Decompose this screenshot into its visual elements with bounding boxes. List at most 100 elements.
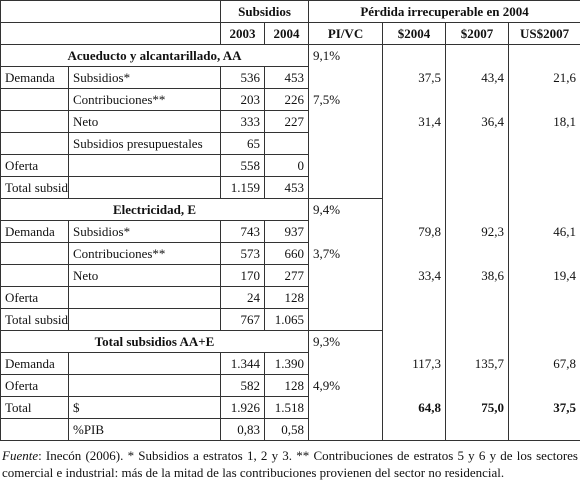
cell: Subsidios* bbox=[69, 221, 221, 243]
cell: Neto bbox=[69, 265, 221, 287]
cell bbox=[1, 419, 69, 441]
cell: Oferta bbox=[1, 287, 69, 309]
cell bbox=[446, 45, 509, 67]
cell: 38,6 bbox=[446, 265, 509, 287]
cell: 573 bbox=[221, 243, 265, 265]
cell bbox=[309, 221, 383, 243]
cell bbox=[69, 287, 221, 309]
cell bbox=[1, 89, 69, 111]
cell bbox=[383, 199, 446, 221]
cell bbox=[69, 353, 221, 375]
header-blank bbox=[1, 1, 221, 23]
cell bbox=[509, 133, 580, 155]
section-title: Acueducto y alcantarillado, AA bbox=[1, 45, 309, 67]
cell bbox=[69, 309, 221, 331]
cell: 31,4 bbox=[383, 111, 446, 133]
cell: 1.390 bbox=[265, 353, 309, 375]
cell: 37,5 bbox=[383, 67, 446, 89]
cell bbox=[383, 45, 446, 67]
section-title: Electricidad, E bbox=[1, 199, 309, 221]
header-cell: US$2007 bbox=[509, 23, 580, 45]
cell bbox=[509, 45, 580, 67]
cell bbox=[509, 331, 580, 353]
cell bbox=[509, 89, 580, 111]
cell: 43,4 bbox=[446, 67, 509, 89]
cell bbox=[69, 155, 221, 177]
cell: 37,5 bbox=[509, 397, 580, 419]
cell: 1.065 bbox=[265, 309, 309, 331]
cell: Total subsidios E bbox=[1, 309, 69, 331]
cell bbox=[383, 133, 446, 155]
cell: 18,1 bbox=[509, 111, 580, 133]
cell: 19,4 bbox=[509, 265, 580, 287]
cell: 65 bbox=[221, 133, 265, 155]
cell: Neto bbox=[69, 111, 221, 133]
cell bbox=[383, 89, 446, 111]
cell: Demanda bbox=[1, 221, 69, 243]
cell: 117,3 bbox=[383, 353, 446, 375]
cell: 558 bbox=[221, 155, 265, 177]
cell: 7,5% bbox=[309, 89, 383, 111]
cell: 36,4 bbox=[446, 111, 509, 133]
cell: $ bbox=[69, 397, 221, 419]
cell bbox=[383, 287, 446, 309]
cell bbox=[509, 243, 580, 265]
cell: 9,4% bbox=[309, 199, 383, 221]
cell bbox=[446, 419, 509, 441]
cell bbox=[383, 177, 446, 199]
cell: 128 bbox=[265, 287, 309, 309]
cell bbox=[446, 375, 509, 397]
cell: 4,9% bbox=[309, 375, 383, 397]
cell bbox=[383, 243, 446, 265]
cell bbox=[69, 177, 221, 199]
cell: Total subsidios AA bbox=[1, 177, 69, 199]
cell: 0,58 bbox=[265, 419, 309, 441]
cell bbox=[309, 111, 383, 133]
cell bbox=[446, 199, 509, 221]
cell bbox=[309, 419, 383, 441]
cell: 33,4 bbox=[383, 265, 446, 287]
cell: 64,8 bbox=[383, 397, 446, 419]
cell: 0 bbox=[265, 155, 309, 177]
header-cell: Subsidios bbox=[221, 1, 309, 23]
cell bbox=[446, 287, 509, 309]
cell bbox=[1, 243, 69, 265]
cell bbox=[1, 133, 69, 155]
cell bbox=[446, 309, 509, 331]
cell: 660 bbox=[265, 243, 309, 265]
cell: Subsidios presupuestales bbox=[69, 133, 221, 155]
cell: 767 bbox=[221, 309, 265, 331]
cell bbox=[309, 397, 383, 419]
header-blank bbox=[1, 23, 221, 45]
cell: 227 bbox=[265, 111, 309, 133]
header-cell: $2007 bbox=[446, 23, 509, 45]
cell: 0,83 bbox=[221, 419, 265, 441]
footnote: Fuente: Inecón (2006). * Subsidios a est… bbox=[2, 447, 578, 481]
cell: 1.344 bbox=[221, 353, 265, 375]
cell: Demanda bbox=[1, 67, 69, 89]
cell: 1.159 bbox=[221, 177, 265, 199]
data-table: Subsidios Pérdida irrecuperable en 2004 … bbox=[0, 0, 580, 441]
cell: 9,1% bbox=[309, 45, 383, 67]
cell bbox=[446, 133, 509, 155]
cell: 79,8 bbox=[383, 221, 446, 243]
cell bbox=[446, 155, 509, 177]
cell bbox=[309, 155, 383, 177]
section-title: Total subsidios AA+E bbox=[1, 331, 309, 353]
cell: Contribuciones** bbox=[69, 89, 221, 111]
cell: 453 bbox=[265, 177, 309, 199]
header-cell: 2004 bbox=[265, 23, 309, 45]
